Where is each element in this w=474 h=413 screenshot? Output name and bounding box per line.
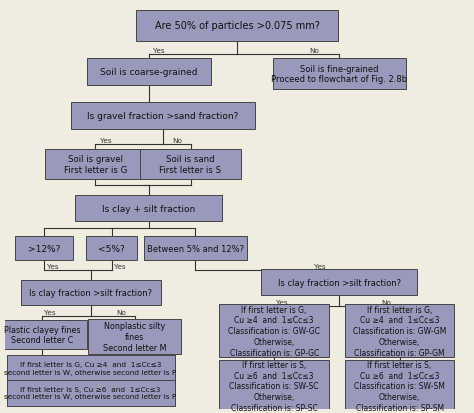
- FancyBboxPatch shape: [136, 11, 338, 42]
- Text: Yes: Yes: [314, 263, 325, 270]
- FancyBboxPatch shape: [345, 304, 455, 357]
- FancyBboxPatch shape: [87, 59, 210, 85]
- FancyBboxPatch shape: [88, 320, 182, 354]
- FancyBboxPatch shape: [15, 236, 73, 261]
- FancyBboxPatch shape: [86, 236, 137, 261]
- Text: If first letter is G,
Cu ≥4  and  1≤Cc≤3
Classification is: GW-GC
Otherwise,
Cla: If first letter is G, Cu ≥4 and 1≤Cc≤3 C…: [228, 305, 320, 357]
- FancyBboxPatch shape: [273, 59, 406, 90]
- Text: Is clay + silt fraction: Is clay + silt fraction: [102, 204, 195, 213]
- Text: Yes: Yes: [154, 47, 165, 53]
- Text: Yes: Yes: [46, 263, 58, 270]
- Text: Yes: Yes: [276, 299, 288, 305]
- Text: If first letter is S,
Cu ≥6  and  1≤Cc≤3
Classification is: SW-SC
Otherwise,
Cla: If first letter is S, Cu ≥6 and 1≤Cc≤3 C…: [229, 360, 319, 412]
- FancyBboxPatch shape: [75, 196, 222, 221]
- FancyBboxPatch shape: [0, 320, 87, 349]
- FancyBboxPatch shape: [21, 280, 161, 306]
- Text: Are 50% of particles >0.075 mm?: Are 50% of particles >0.075 mm?: [155, 21, 319, 31]
- Text: Yes: Yes: [44, 309, 56, 315]
- Text: If first letter is G,
Cu ≥4  and  1≤Cc≤3
Classification is: GW-GM
Otherwise,
Cla: If first letter is G, Cu ≥4 and 1≤Cc≤3 C…: [353, 305, 446, 357]
- Text: Between 5% and 12%?: Between 5% and 12%?: [146, 244, 244, 253]
- Text: Is clay fraction >silt fraction?: Is clay fraction >silt fraction?: [278, 278, 401, 287]
- Text: Soil is sand
First letter is S: Soil is sand First letter is S: [159, 154, 222, 174]
- FancyBboxPatch shape: [140, 150, 241, 179]
- Text: >12%?: >12%?: [28, 244, 60, 253]
- Text: Yes: Yes: [100, 137, 111, 143]
- Text: Is gravel fraction >sand fraction?: Is gravel fraction >sand fraction?: [87, 112, 238, 121]
- Text: If first letter is S,
Cu ≥6  and  1≤Cc≤3
Classification is: SW-SM
Otherwise,
Cla: If first letter is S, Cu ≥6 and 1≤Cc≤3 C…: [354, 360, 445, 412]
- FancyBboxPatch shape: [7, 380, 174, 406]
- FancyBboxPatch shape: [45, 150, 146, 179]
- Text: No: No: [116, 309, 126, 315]
- FancyBboxPatch shape: [219, 360, 329, 412]
- Text: Soil is fine-grained
Proceed to flowchart of Fig. 2.8b: Soil is fine-grained Proceed to flowchar…: [271, 64, 407, 84]
- Text: No: No: [309, 47, 319, 53]
- FancyBboxPatch shape: [7, 355, 174, 381]
- Text: No: No: [172, 137, 182, 143]
- Text: No: No: [381, 299, 391, 305]
- Text: Soil is gravel
First letter is G: Soil is gravel First letter is G: [64, 154, 127, 174]
- Text: Is clay fraction >silt fraction?: Is clay fraction >silt fraction?: [29, 288, 152, 297]
- FancyBboxPatch shape: [71, 103, 255, 130]
- Text: Soil is coarse-grained: Soil is coarse-grained: [100, 68, 198, 77]
- FancyBboxPatch shape: [219, 304, 329, 357]
- FancyBboxPatch shape: [345, 360, 455, 412]
- Text: If first letter is S, Cu ≥6  and  1≤Cc≤3
second letter is W, otherwise second le: If first letter is S, Cu ≥6 and 1≤Cc≤3 s…: [4, 386, 177, 399]
- FancyBboxPatch shape: [261, 270, 417, 295]
- Text: Yes: Yes: [114, 263, 126, 270]
- Text: <5%?: <5%?: [98, 244, 125, 253]
- Text: If first letter is G, Cu ≥4  and  1≤Cc≤3
second letter is W, otherwise second le: If first letter is G, Cu ≥4 and 1≤Cc≤3 s…: [4, 361, 177, 375]
- Text: Plastic clayey fines
Second letter C: Plastic clayey fines Second letter C: [4, 325, 80, 344]
- Text: Nonplastic silty
fines
Second letter M: Nonplastic silty fines Second letter M: [103, 322, 166, 352]
- FancyBboxPatch shape: [144, 236, 246, 261]
